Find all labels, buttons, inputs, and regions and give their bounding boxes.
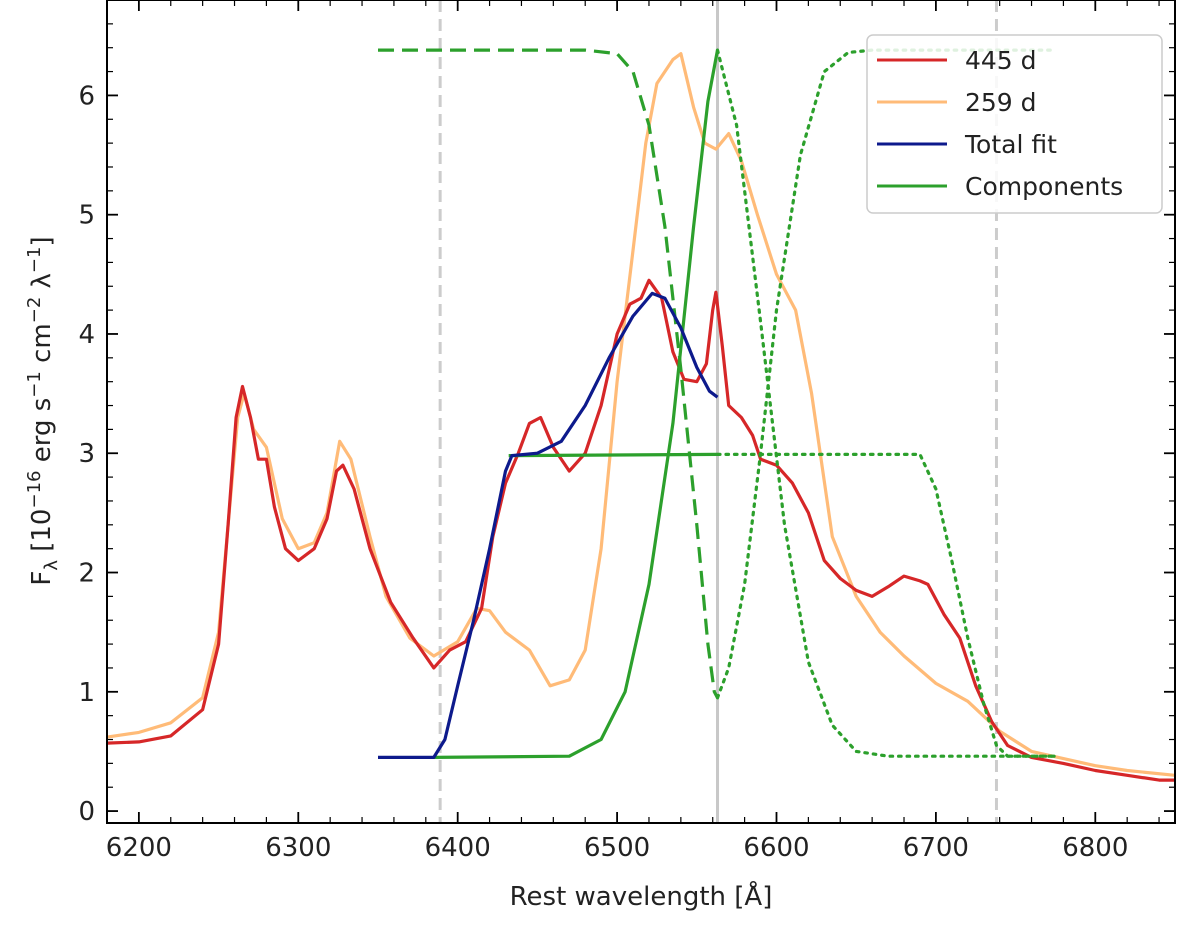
x-tick-label: 6500 bbox=[584, 833, 650, 863]
series-component-3 bbox=[433, 49, 720, 759]
legend-label-components: Components bbox=[965, 172, 1123, 201]
series-component-2 bbox=[378, 48, 719, 699]
x-tick-label: 6800 bbox=[1062, 833, 1128, 863]
x-tick-label: 6700 bbox=[903, 833, 969, 863]
y-axis-label: Fλ [10−16 erg s−1 cm−2 λ−1] bbox=[24, 236, 62, 585]
y-tick-label: 5 bbox=[78, 201, 95, 231]
x-tick-label: 6200 bbox=[106, 833, 172, 863]
y-tick-label: 2 bbox=[78, 559, 95, 589]
series-445-d bbox=[107, 278, 1175, 782]
x-tick-label: 6300 bbox=[265, 833, 331, 863]
legend-box bbox=[866, 34, 1163, 214]
x-tick-label: 6400 bbox=[425, 833, 491, 863]
x-axis-label: Rest wavelength [Å] bbox=[510, 880, 773, 912]
series-total-fit bbox=[378, 291, 719, 759]
y-tick-label: 0 bbox=[78, 797, 95, 827]
series-component-5 bbox=[715, 48, 1057, 758]
legend: 445 d 259 d Total fit Components bbox=[866, 34, 1163, 214]
plot-frame bbox=[106, 0, 1176, 824]
series-layer bbox=[107, 48, 1175, 782]
legend-label-total-fit: Total fit bbox=[964, 130, 1057, 159]
y-tick-label: 4 bbox=[78, 320, 95, 350]
y-tick-label: 3 bbox=[78, 439, 95, 469]
legend-label-259d: 259 d bbox=[965, 88, 1037, 117]
series-component-6 bbox=[715, 48, 1057, 700]
legend-label-445d: 445 d bbox=[965, 46, 1037, 75]
x-tick-label: 6600 bbox=[743, 833, 809, 863]
series-component-4 bbox=[508, 452, 718, 458]
y-tick-label: 1 bbox=[78, 678, 95, 708]
y-tick-label: 6 bbox=[78, 81, 95, 111]
series-component-7 bbox=[715, 452, 1057, 758]
series-259-d bbox=[107, 52, 1175, 777]
axis-ticks: 6200 6300 6400 6500 6600 6700 6800 0 1 2 3 4 5 6 bbox=[78, 0, 1175, 863]
